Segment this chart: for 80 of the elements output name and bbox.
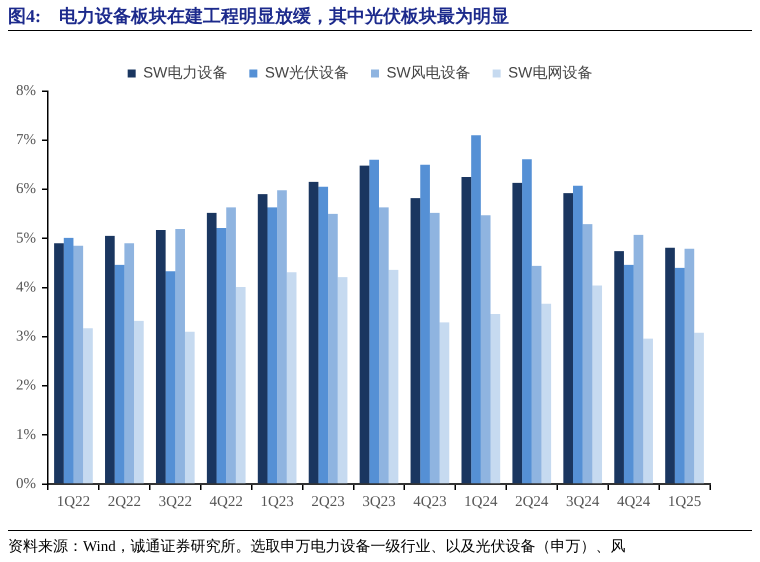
bar <box>410 198 420 484</box>
bar <box>369 160 379 484</box>
bar <box>480 215 491 484</box>
bar <box>420 164 430 484</box>
bar <box>440 322 450 484</box>
bar <box>308 182 318 484</box>
x-tick-label: 2Q24 <box>515 494 549 510</box>
bar <box>532 266 542 484</box>
bar <box>134 320 144 484</box>
y-tick-label: 2% <box>16 378 36 394</box>
y-tick-label: 7% <box>16 132 36 148</box>
bar <box>471 135 481 484</box>
bar <box>684 248 694 484</box>
x-tick-label: 4Q22 <box>210 494 243 510</box>
bar <box>286 272 296 484</box>
bar <box>360 166 370 484</box>
x-tick-label: 2Q22 <box>108 494 142 510</box>
bar <box>64 238 74 484</box>
x-tick-label: 1Q25 <box>668 494 702 510</box>
x-tick-label: 4Q23 <box>413 494 447 510</box>
bar <box>184 332 195 484</box>
bar <box>166 271 176 484</box>
bar <box>216 228 226 484</box>
bar <box>124 243 134 484</box>
bar <box>206 212 217 484</box>
bar <box>634 234 644 484</box>
y-tick-label: 1% <box>16 426 36 443</box>
x-tick-label: 3Q23 <box>362 494 396 510</box>
bar <box>563 193 574 484</box>
bar <box>156 230 166 484</box>
bar <box>226 207 236 484</box>
bar <box>512 182 522 484</box>
text: 资料来源：Wind，诚通证券研究所。选取申万电力设备一级行业、以及光伏设备（申万）、风 <box>8 530 752 556</box>
legend-label: SW光伏设备 <box>264 64 350 82</box>
bar <box>83 328 93 484</box>
bar <box>665 248 675 484</box>
bar <box>541 304 552 484</box>
y-tick-label: 0% <box>16 476 36 492</box>
bar <box>614 251 624 484</box>
bar <box>318 186 328 484</box>
bar <box>328 214 338 484</box>
bar <box>54 243 64 484</box>
bar <box>258 194 268 484</box>
bar <box>522 159 532 484</box>
bar <box>592 286 602 484</box>
legend-label: SW电网设备 <box>508 64 592 82</box>
bar <box>379 207 389 484</box>
y-tick-label: 4% <box>16 279 36 296</box>
bar <box>694 332 704 484</box>
bar <box>105 236 115 484</box>
x-tick-label: 4Q24 <box>616 494 651 510</box>
bar <box>490 314 500 484</box>
legend-label: SW风电设备 <box>386 64 471 82</box>
chart-title: 图4: 电力设备板块在建工程明显放缓，其中光伏板块最为明显 <box>8 4 752 31</box>
bar <box>674 268 685 484</box>
x-tick-label: 1Q22 <box>56 494 90 510</box>
bar <box>461 176 472 484</box>
bar <box>114 264 124 484</box>
bar <box>582 224 592 484</box>
y-tick-label: 3% <box>16 328 36 345</box>
bar <box>175 229 185 484</box>
bar <box>267 207 278 484</box>
bar <box>277 190 287 484</box>
y-tick-label: 6% <box>16 181 36 198</box>
bar <box>643 338 653 484</box>
bar <box>388 270 398 484</box>
bar <box>236 287 246 484</box>
bar <box>624 264 634 484</box>
bar <box>430 212 440 484</box>
x-tick-label: 3Q24 <box>566 494 600 510</box>
x-tick-label: 1Q23 <box>260 494 294 510</box>
bar <box>338 277 348 484</box>
x-tick-label: 1Q24 <box>464 494 498 510</box>
y-tick-label: 5% <box>16 230 36 246</box>
x-tick-label: 3Q22 <box>158 494 192 510</box>
x-tick-label: 2Q23 <box>311 494 345 510</box>
bar <box>573 186 583 484</box>
bar <box>73 246 84 484</box>
y-tick-label: 8% <box>16 82 36 99</box>
legend-label: SW电力设备 <box>143 64 228 82</box>
